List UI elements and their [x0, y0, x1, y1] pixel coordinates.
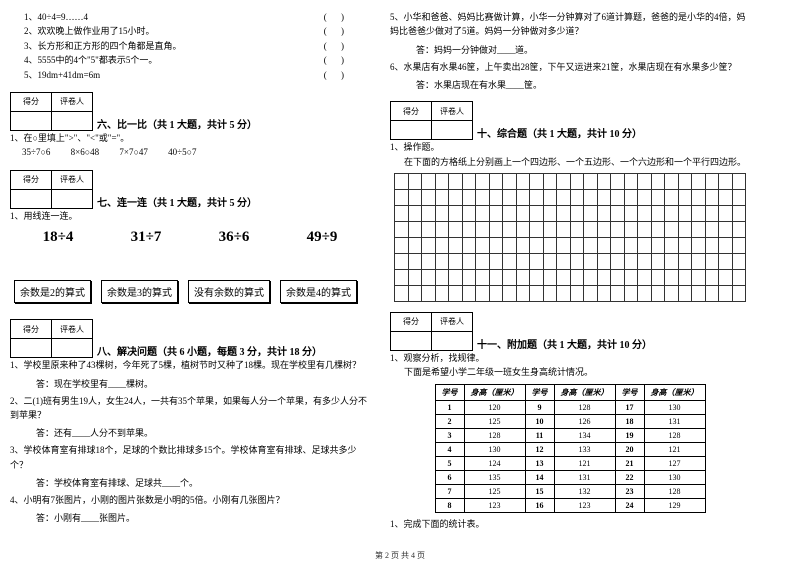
judge-text: 1、40÷4=9……4 [24, 12, 88, 22]
table-header: 学号 [525, 384, 554, 400]
judge-text: 3、长方形和正方形的四个角都是直角。 [24, 41, 182, 51]
grid-table [394, 173, 746, 302]
score-box: 得分评卷人 [10, 92, 93, 131]
score-box: 得分评卷人 [10, 170, 93, 209]
sec8-q4: 4、小明有7张图片，小刚的图片张数是小明的5倍。小刚有几张图片？ [10, 493, 370, 507]
sec11-q1: 1、观察分析，找规律。 [390, 351, 750, 365]
section-11-header: 得分评卷人 十一、附加题（共 1 大题，共计 10 分） [390, 306, 750, 351]
judge-text: 4、5555中的4个"5"都表示5个一。 [24, 55, 157, 65]
sec8-a3: 答：学校体育室有排球、足球共____个。 [36, 476, 370, 489]
sec6-q1: 1、在○里填上">"、"<"或"="。 [10, 131, 370, 145]
sec8-q2: 2、二(1)班有男生19人，女生24人，一共有35个苹果，如果每人分一个苹果，有… [10, 394, 370, 423]
sec8-q1: 1、学校里原来种了43棵树，今年死了5棵，植树节时又种了18棵。现在学校里有几棵… [10, 358, 370, 372]
section-7-header: 得分评卷人 七、连一连（共 1 大题，共计 5 分） [10, 164, 370, 209]
bracket: ( ) [324, 10, 350, 24]
height-table: 学号身高（厘米）学号身高（厘米）学号身高（厘米）1120912817130212… [435, 384, 706, 513]
expr: 36÷6 [219, 229, 250, 246]
judge-item: 4、5555中的4个"5"都表示5个一。 ( ) [24, 53, 370, 67]
score-cell [391, 121, 432, 140]
section-7-title: 七、连一连（共 1 大题，共计 5 分） [97, 194, 257, 209]
bracket: ( ) [324, 39, 350, 53]
sec8-q3: 3、学校体育室有排球18个，足球的个数比排球多15个。学校体育室有排球、足球共多… [10, 443, 370, 472]
sec6-exprs: 35÷7○6 8×6○48 7×7○47 40÷5○7 [22, 145, 370, 159]
section-8-title: 八、解决问题（共 6 小题，每题 3 分，共计 18 分） [97, 343, 322, 358]
bracket: ( ) [324, 53, 350, 67]
expr: 49÷9 [307, 229, 338, 246]
table-row: 41301213320121 [435, 442, 705, 456]
sec11-q1b: 下面是希望小学二年级一班女生身高统计情况。 [404, 365, 750, 379]
answer-box: 余数是3的算式 [101, 280, 178, 303]
grader-cell [52, 339, 93, 358]
table-header: 身高（厘米） [464, 384, 525, 400]
score-label: 得分 [11, 92, 52, 111]
score-label: 得分 [11, 320, 52, 339]
bracket: ( ) [324, 68, 350, 82]
expr: 18÷4 [43, 229, 74, 246]
sec8-a2: 答：还有____人分不到苹果。 [36, 426, 370, 439]
section-11-title: 十一、附加题（共 1 大题，共计 10 分） [477, 336, 652, 351]
sec8-a1: 答：现在学校里有____棵树。 [36, 377, 370, 390]
q6: 6、水果店有水果46筐，上午卖出28筐，下午又运进来21筐，水果店现在有水果多少… [390, 60, 750, 74]
grader-cell [52, 111, 93, 130]
section-10-title: 十、综合题（共 1 大题，共计 10 分） [477, 125, 642, 140]
grid-paper [394, 173, 746, 302]
answer-box: 余数是4的算式 [280, 280, 357, 303]
judge-text: 5、19dm+41dm=6m [24, 70, 100, 80]
page-footer: 第 2 页 共 4 页 [0, 550, 800, 561]
section-6-header: 得分评卷人 六、比一比（共 1 大题，共计 5 分） [10, 86, 370, 131]
score-label: 得分 [391, 102, 432, 121]
table-row: 21251012618131 [435, 414, 705, 428]
judge-text: 2、欢欢晚上做作业用了15小时。 [24, 26, 155, 36]
grader-label: 评卷人 [52, 320, 93, 339]
score-cell [11, 189, 52, 208]
judge-list: 1、40÷4=9……4 ( ) 2、欢欢晚上做作业用了15小时。 ( ) 3、长… [10, 10, 370, 82]
table-row: 81231612324129 [435, 498, 705, 512]
score-box: 得分评卷人 [10, 319, 93, 358]
answer-box: 没有余数的算式 [188, 280, 270, 303]
grader-label: 评卷人 [432, 312, 473, 331]
bracket: ( ) [324, 24, 350, 38]
grader-label: 评卷人 [52, 92, 93, 111]
table-row: 51241312121127 [435, 456, 705, 470]
judge-item: 2、欢欢晚上做作业用了15小时。 ( ) [24, 24, 370, 38]
judge-item: 1、40÷4=9……4 ( ) [24, 10, 370, 24]
score-cell [11, 111, 52, 130]
table-header: 学号 [615, 384, 644, 400]
a5: 答：妈妈一分钟做对____道。 [416, 43, 750, 56]
section-8-header: 得分评卷人 八、解决问题（共 6 小题，每题 3 分，共计 18 分） [10, 313, 370, 358]
table-header: 身高（厘米） [644, 384, 705, 400]
score-cell [11, 339, 52, 358]
sec8-a4: 答：小刚有____张图片。 [36, 511, 370, 524]
table-header: 学号 [435, 384, 464, 400]
table-row: 1120912817130 [435, 400, 705, 414]
table-header: 身高（厘米） [554, 384, 615, 400]
sec7-q1: 1、用线连一连。 [10, 209, 370, 223]
score-label: 得分 [391, 312, 432, 331]
section-10-header: 得分评卷人 十、综合题（共 1 大题，共计 10 分） [390, 95, 750, 140]
q5: 5、小华和爸爸、妈妈比赛做计算，小华一分钟算对了6道计算题，爸爸的是小华的4倍，… [390, 10, 750, 39]
answer-box: 余数是2的算式 [14, 280, 91, 303]
grader-cell [52, 189, 93, 208]
sec7-expr-row: 18÷4 31÷7 36÷6 49÷9 [14, 229, 366, 246]
grader-cell [432, 331, 473, 350]
table-row: 71251513223128 [435, 484, 705, 498]
judge-item: 5、19dm+41dm=6m ( ) [24, 68, 370, 82]
grader-label: 评卷人 [432, 102, 473, 121]
expr: 31÷7 [131, 229, 162, 246]
sec11-q2: 1、完成下面的统计表。 [390, 517, 750, 531]
sec10-q1b: 在下面的方格纸上分别画上一个四边形、一个五边形、一个六边形和一个平行四边形。 [404, 155, 750, 169]
judge-item: 3、长方形和正方形的四个角都是直角。 ( ) [24, 39, 370, 53]
a6: 答：水果店现在有水果____筐。 [416, 78, 750, 91]
sec10-q1: 1、操作题。 [390, 140, 750, 154]
table-row: 31281113419128 [435, 428, 705, 442]
grader-cell [432, 121, 473, 140]
section-6-title: 六、比一比（共 1 大题，共计 5 分） [97, 116, 257, 131]
score-cell [391, 331, 432, 350]
table-row: 61351413122130 [435, 470, 705, 484]
score-box: 得分评卷人 [390, 101, 473, 140]
score-box: 得分评卷人 [390, 312, 473, 351]
grader-label: 评卷人 [52, 170, 93, 189]
sec7-box-row: 余数是2的算式 余数是3的算式 没有余数的算式 余数是4的算式 [14, 280, 366, 303]
score-label: 得分 [11, 170, 52, 189]
